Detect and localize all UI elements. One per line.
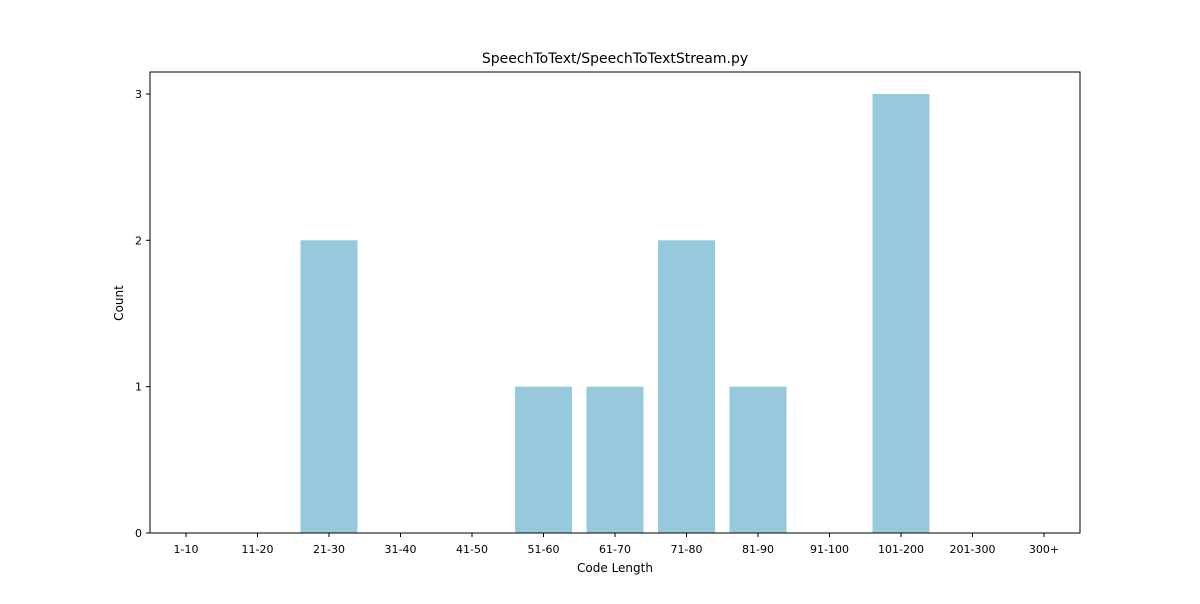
x-tick-label: 51-60 bbox=[528, 543, 560, 556]
x-axis-label: Code Length bbox=[577, 561, 653, 575]
y-axis-ticks: 0 1 2 3 bbox=[135, 88, 150, 540]
bar-61-70 bbox=[586, 386, 644, 533]
bar-21-30 bbox=[300, 240, 358, 534]
x-tick-label: 81-90 bbox=[742, 543, 774, 556]
bar-101-200 bbox=[872, 93, 930, 533]
bar-51-60 bbox=[515, 386, 572, 533]
x-tick-label: 300+ bbox=[1029, 543, 1059, 556]
y-tick-label: 0 bbox=[135, 527, 142, 540]
x-tick-label: 1-10 bbox=[174, 543, 199, 556]
x-tick-label: 21-30 bbox=[313, 543, 345, 556]
x-tick-label: 101-200 bbox=[878, 543, 924, 556]
y-axis-label: Count bbox=[112, 285, 126, 321]
x-axis-ticks: 1-10 11-20 21-30 31-40 41-50 51-60 61-70 71-80 8… bbox=[174, 533, 1059, 556]
bar-71-80 bbox=[658, 240, 715, 534]
x-tick-label: 61-70 bbox=[599, 543, 631, 556]
x-tick-label: 91-100 bbox=[810, 543, 849, 556]
bar-81-90 bbox=[729, 386, 787, 533]
y-tick-label: 2 bbox=[135, 234, 142, 247]
x-tick-label: 11-20 bbox=[242, 543, 274, 556]
x-tick-label: 41-50 bbox=[456, 543, 488, 556]
bars-group bbox=[300, 93, 930, 534]
y-tick-label: 1 bbox=[135, 381, 142, 394]
x-tick-label: 31-40 bbox=[385, 543, 417, 556]
x-tick-label: 201-300 bbox=[950, 543, 996, 556]
chart-title: SpeechToText/SpeechToTextStream.py bbox=[482, 51, 748, 67]
x-tick-label: 71-80 bbox=[671, 543, 703, 556]
y-tick-label: 3 bbox=[135, 88, 142, 101]
